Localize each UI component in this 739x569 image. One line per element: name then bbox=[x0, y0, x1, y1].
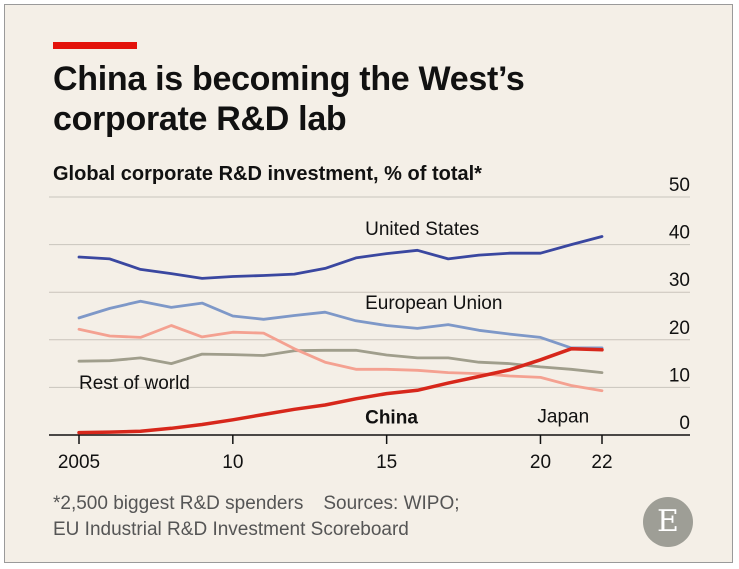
footnote-sources-continued: EU Industrial R&D Investment Scoreboard bbox=[53, 519, 409, 540]
series-label-european-union: European Union bbox=[365, 293, 502, 314]
chart-card: China is becoming the West’s corporate R&… bbox=[4, 4, 733, 563]
publication-logo-icon: E bbox=[643, 497, 693, 547]
series-label-united-states: United States bbox=[365, 219, 479, 240]
y-tick-label: 50 bbox=[669, 175, 690, 196]
x-tick-label: 2005 bbox=[58, 452, 100, 473]
series-line-united-states bbox=[77, 235, 604, 280]
y-tick-label: 10 bbox=[669, 365, 690, 386]
accent-bar bbox=[53, 42, 137, 49]
chart-subtitle: Global corporate R&D investment, % of to… bbox=[53, 163, 482, 185]
footnote: *2,500 biggest R&D spenders Sources: WIPO… bbox=[53, 491, 460, 543]
headline: China is becoming the West’s corporate R&… bbox=[53, 59, 673, 139]
series-line-rest-of-world bbox=[77, 348, 604, 374]
footnote-note: *2,500 biggest R&D spenders bbox=[53, 493, 304, 514]
x-tick-label: 10 bbox=[222, 452, 243, 473]
series-label-rest-of-world: Rest of world bbox=[79, 373, 190, 394]
footnote-sources: Sources: WIPO; bbox=[323, 493, 460, 514]
headline-line-1: China is becoming the West’s bbox=[53, 60, 525, 98]
series-line-japan bbox=[77, 324, 604, 393]
y-tick-label: 40 bbox=[669, 223, 690, 244]
y-tick-label: 0 bbox=[679, 413, 690, 434]
x-tick-label: 20 bbox=[530, 452, 551, 473]
y-tick-label: 30 bbox=[669, 270, 690, 291]
series-line-european-union bbox=[77, 299, 604, 350]
series-line-china bbox=[77, 347, 604, 435]
x-tick-label: 15 bbox=[376, 452, 397, 473]
series-label-japan: Japan bbox=[537, 407, 589, 428]
headline-line-2: corporate R&D lab bbox=[53, 100, 347, 138]
series-label-china: China bbox=[365, 408, 418, 429]
x-tick-label: 22 bbox=[591, 452, 612, 473]
y-tick-label: 20 bbox=[669, 318, 690, 339]
